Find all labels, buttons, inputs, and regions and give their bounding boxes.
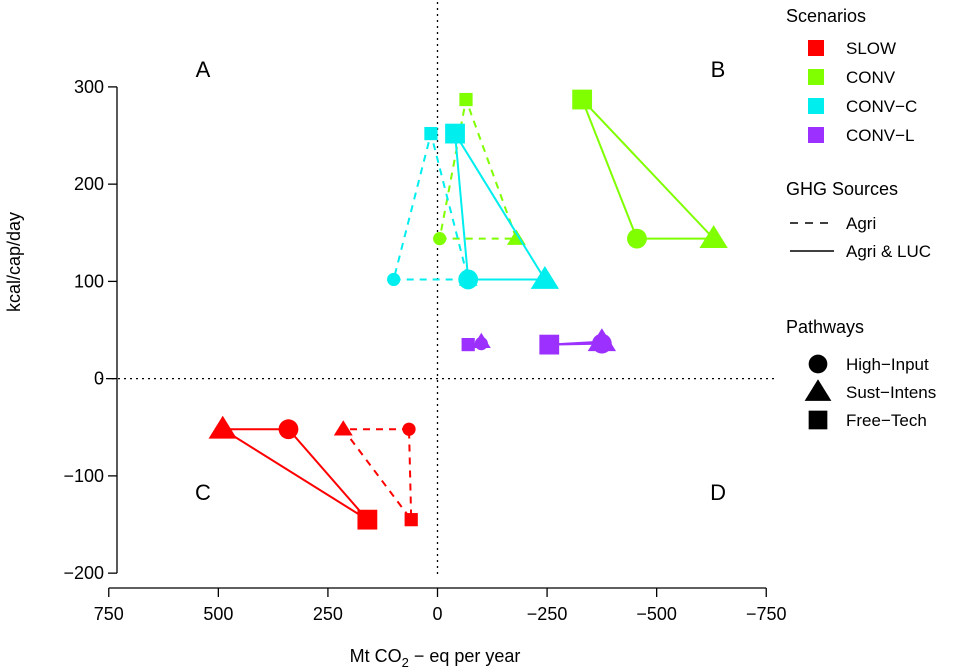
quadrant-label-b: B [711,57,726,82]
data-point-square [357,509,378,530]
data-point-square [424,126,438,141]
legend-pathway-square-icon [808,410,828,430]
legend-pathway-label: High−Input [846,355,929,374]
x-tick-label: 250 [313,604,343,624]
legend-scenario-label: CONV [846,68,896,87]
legend-ghg-label: Agri [846,214,876,233]
y-axis-title: kcal/cap/day [4,212,24,312]
data-point-square [445,123,465,144]
data-point-square [572,89,593,110]
y-tick-label: 0 [94,369,104,389]
series-line [392,133,470,281]
legend-scenario-label: CONV−C [846,97,917,116]
axes: 300 200 100 0 −100 −200 750 500 250 0 −250 −500 −750 [63,77,786,624]
data-point-circle [278,419,299,440]
series-conv-agri [433,92,526,246]
data-point-square [461,338,475,352]
legend: Scenarios GHG Sources Pathways SLOW CONV C… [786,6,936,430]
y-tick-label: 200 [74,174,104,194]
plot-area: A B C D [100,2,775,578]
series-line [341,428,413,523]
legend-pathway-label: Sust−Intens [846,383,936,402]
legend-ghg-label: Agri & LUC [846,242,931,261]
data-point-triangle [530,265,560,289]
series-conv-l-agri-luc [539,328,617,355]
y-tick-label: −100 [63,466,104,486]
data-point-circle [402,422,416,436]
legend-scenario-swatch [808,69,824,85]
data-point-triangle [333,420,353,436]
legend-scenario-swatch [808,98,824,114]
series-slow-agri-luc [208,415,378,530]
series-line [581,98,716,240]
legend-scenario-label: CONV−L [846,126,915,145]
x-axis-title: Mt CO2 − eq per year [350,646,521,667]
quadrant-label-d: D [710,480,726,505]
legend-scenarios-title: Scenarios [786,6,866,26]
x-tick-label: 750 [94,604,124,624]
x-tick-label: 0 [432,604,442,624]
legend-scenario-label: SLOW [846,39,896,58]
data-point-triangle [208,415,237,439]
quadrant-label-c: C [195,480,211,505]
quadrant-label-a: A [196,57,211,82]
series-line [454,133,547,281]
data-point-circle [387,272,401,287]
legend-pathway-triangle-icon [804,379,832,401]
data-point-triangle [699,225,728,249]
data-point-square [459,92,473,107]
series-line [219,428,369,521]
y-tick-label: 100 [74,271,104,291]
data-point-square [539,334,560,355]
x-tick-label: 500 [203,604,233,624]
data-point-circle [458,269,479,290]
legend-pathway-label: Free−Tech [846,411,927,430]
x-tick-label: −750 [746,604,787,624]
legend-pathway-circle-icon [808,354,828,374]
x-tick-label: −500 [636,604,677,624]
series-conv-agri-luc [572,89,728,249]
data-point-square [404,513,418,527]
data-point-triangle [587,328,617,352]
legend-ghg-title: GHG Sources [786,179,898,199]
legend-scenario-swatch [808,40,824,56]
series-slow-agri [333,420,418,527]
data-point-circle [627,228,647,249]
legend-scenario-swatch [808,127,824,143]
legend-pathways-title: Pathways [786,317,864,337]
series-conv-l-agri [461,332,491,352]
y-tick-label: 300 [74,77,104,97]
data-point-triangle [471,332,491,348]
series-conv-c-agri-luc [445,123,560,290]
x-tick-label: −250 [527,604,568,624]
y-tick-label: −200 [63,563,104,583]
data-point-circle [433,232,447,246]
series-conv-c-agri [387,126,478,287]
